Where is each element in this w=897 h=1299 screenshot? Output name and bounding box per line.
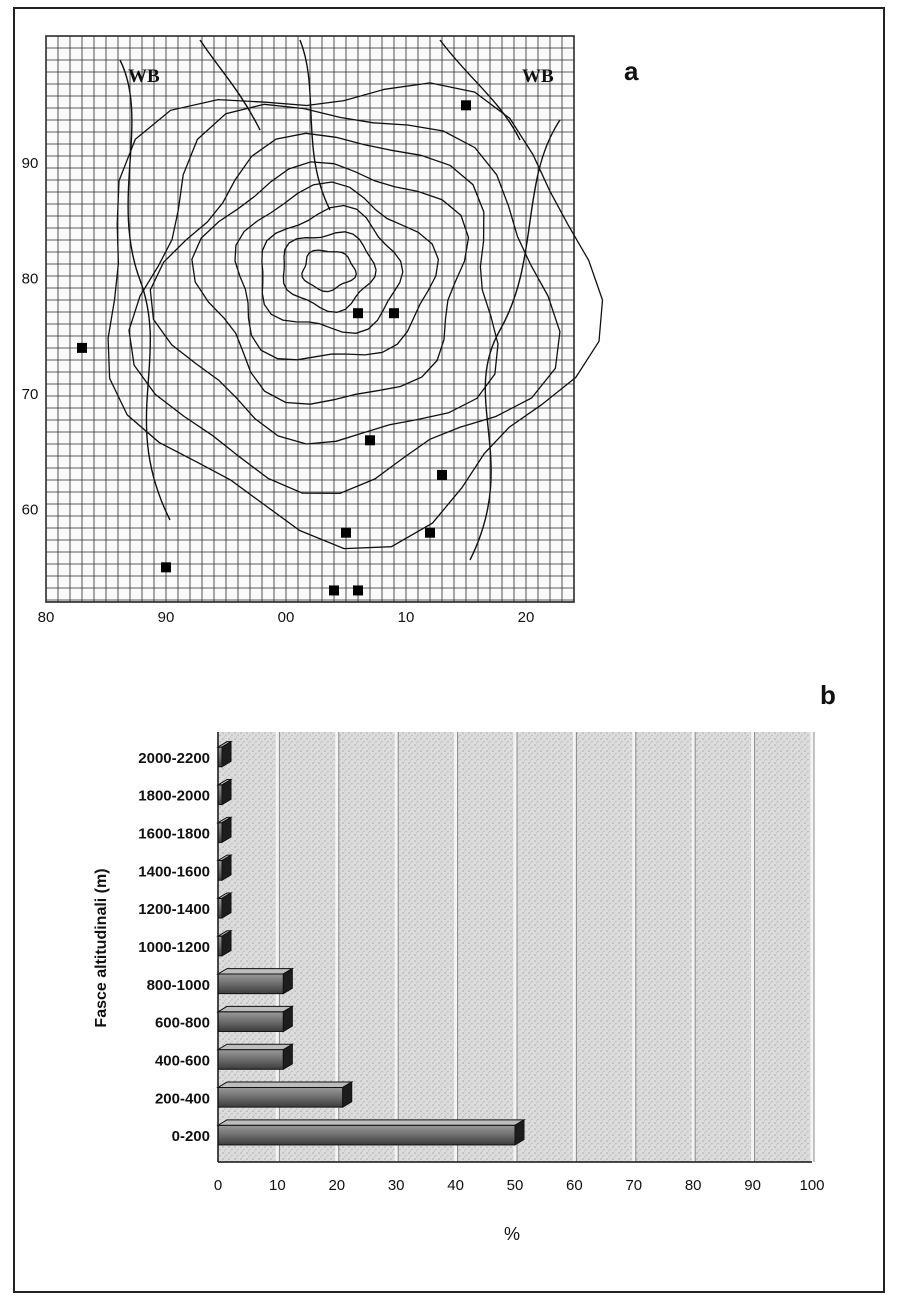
map-contour-line (282, 231, 377, 313)
bar-x-tick-label: 40 (447, 1177, 464, 1194)
panel-a-label: a (624, 56, 639, 86)
bar-top-face (216, 1043, 295, 1051)
map-point (389, 308, 399, 319)
bar-x-tick-label: 80 (685, 1177, 702, 1194)
bar-top-face (216, 1119, 526, 1126)
bar-x-axis-title: % (504, 1224, 520, 1244)
map-panel: WB WB a 80 90 00 10 20 60 70 80 90 (22, 35, 639, 626)
map-point (437, 469, 447, 480)
bar-x-tick-label: 90 (744, 1177, 761, 1194)
corner-label-right: WB (522, 66, 554, 87)
bar-top-face (216, 1005, 295, 1013)
map-x-ticks: 80 90 00 10 20 (38, 609, 535, 626)
figure-frame (13, 7, 885, 1293)
bar-y-tick-label: 200-400 (155, 1090, 210, 1107)
map-contours (107, 39, 604, 561)
map-contour-line (234, 181, 440, 361)
map-contour-line (301, 249, 357, 293)
bar-side-face (221, 892, 232, 919)
map-x-tick-label: 00 (278, 609, 295, 626)
corner-label-left: WB (128, 66, 160, 87)
bar-800-1000 (217, 973, 284, 995)
bar-600-800 (217, 1011, 284, 1032)
bar-y-ticks: 0-200 200-400 400-600 600-800 800-1000 1000-1… (138, 750, 210, 1145)
bar-x-tick-label: 30 (388, 1177, 405, 1194)
bar-y-tick-label: 1200-1400 (138, 901, 210, 918)
bar-panel: 0-200 200-400 400-600 600-800 800-1000 1000-1… (93, 680, 836, 1244)
map-point (329, 585, 339, 596)
bar-side-face (221, 854, 232, 882)
map-river-line (119, 59, 171, 521)
map-y-ticks: 60 70 80 90 (22, 155, 39, 519)
bar-side-face (221, 929, 232, 957)
bar-side-face (282, 1005, 293, 1033)
bar-0-200 (217, 1124, 516, 1146)
map-contour-line (107, 82, 604, 550)
bar-y-tick-label: 800-1000 (147, 977, 210, 994)
map-contour-line (261, 204, 404, 334)
map-y-tick-label: 90 (22, 155, 39, 172)
map-river-line (199, 39, 261, 131)
map-river-line (439, 39, 521, 141)
bar-top-face (216, 968, 295, 975)
bar-y-tick-label: 1800-2000 (138, 788, 210, 805)
map-point (341, 527, 351, 538)
map-y-tick-label: 80 (22, 271, 39, 288)
map-point (353, 308, 363, 319)
bar-y-axis-title: Fasce altitudinali (m) (93, 868, 110, 1027)
map-contour-line (128, 103, 561, 495)
bar-x-tick-label: 20 (328, 1177, 345, 1194)
map-points (77, 100, 471, 596)
bar-side-face (221, 816, 232, 844)
bar-y-tick-label: 400-600 (155, 1052, 210, 1069)
bar-side-face (514, 1118, 525, 1146)
bar-side-face (221, 740, 232, 768)
bar-x-tick-label: 70 (625, 1177, 642, 1194)
bar-y-tick-label: 2000-2200 (138, 750, 210, 767)
bar-y-tick-label: 600-800 (155, 1015, 210, 1032)
map-point (77, 342, 87, 353)
map-contour-line (149, 132, 499, 445)
bar-200-400 (217, 1086, 344, 1108)
map-point (365, 435, 375, 446)
bar-side-face (282, 967, 293, 995)
map-point (161, 562, 171, 573)
bar-y-tick-label: 1400-1600 (138, 863, 210, 880)
map-x-tick-label: 10 (398, 609, 415, 626)
bar-400-600 (217, 1049, 284, 1070)
panel-b-label: b (820, 680, 836, 710)
map-y-tick-label: 60 (22, 502, 39, 519)
bar-y-tick-label: 1000-1200 (138, 939, 210, 956)
bar-x-tick-label: 10 (269, 1177, 286, 1194)
bar-y-tick-label: 0-200 (172, 1128, 210, 1145)
map-contour-line (191, 161, 470, 405)
map-x-tick-label: 20 (518, 609, 535, 626)
bar-side-face (282, 1043, 293, 1071)
map-river-line (299, 39, 331, 211)
map-point (353, 585, 363, 596)
bar-x-tick-label: 100 (799, 1177, 824, 1194)
bar-side-face (221, 778, 232, 806)
bar-x-tick-label: 0 (214, 1177, 222, 1194)
bar-side-face (342, 1081, 353, 1108)
map-point (425, 527, 435, 538)
map-river-line (469, 119, 561, 561)
bar-x-tick-label: 60 (566, 1177, 583, 1194)
bar-x-ticks: 0 10 20 30 40 50 60 70 80 90 100 (214, 1177, 825, 1194)
map-x-tick-label: 80 (38, 609, 55, 626)
map-y-tick-label: 70 (22, 386, 39, 403)
map-point (461, 100, 471, 111)
bar-x-tick-label: 50 (507, 1177, 524, 1194)
bar-top-face (216, 1081, 354, 1088)
bar-y-tick-label: 1600-1800 (138, 826, 210, 843)
map-x-tick-label: 90 (158, 609, 175, 626)
